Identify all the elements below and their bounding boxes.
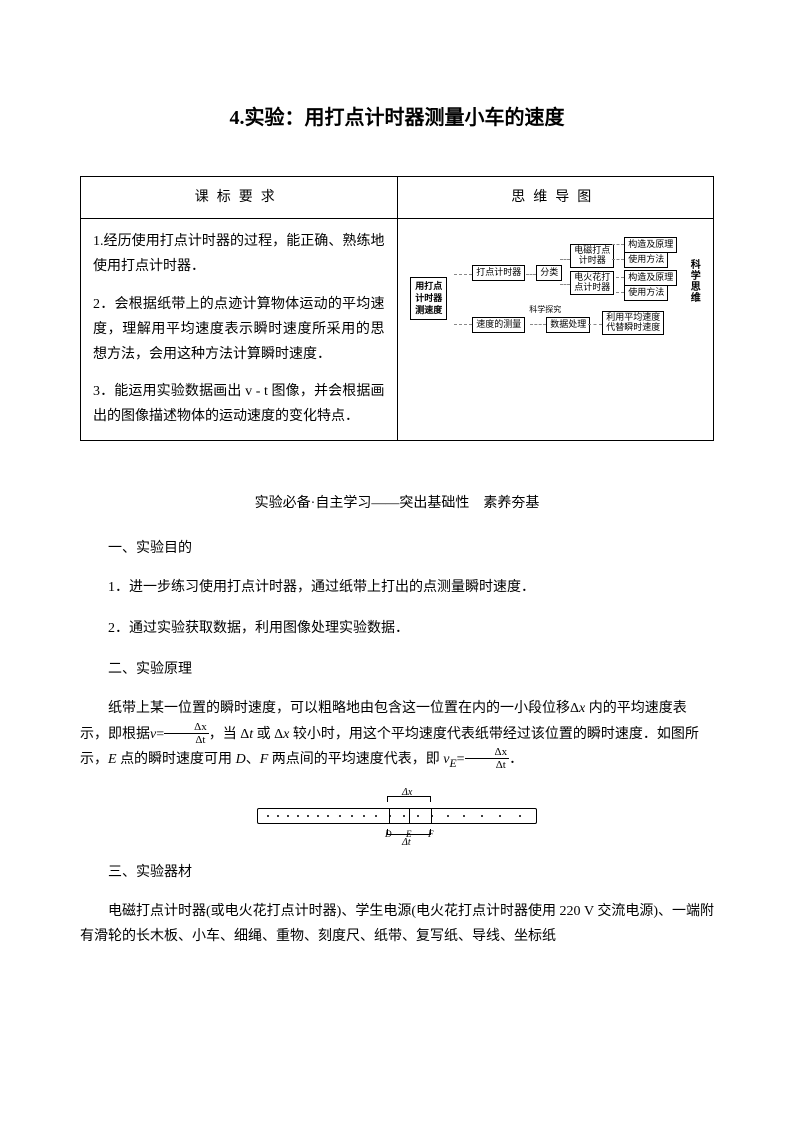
sec2-principle: 纸带上某一位置的瞬时速度，可以粗略地由包含这一位置在内的一小段位移Δx 内的平均… bbox=[80, 696, 714, 773]
frac-den: Δt bbox=[164, 734, 209, 746]
requirement-3: 3．能运用实验数据画出 v - t 图像，并会根据画出的图像描述物体的运动速度的… bbox=[93, 379, 385, 429]
mm-root-l1: 用打点 bbox=[415, 281, 442, 291]
tape-tick bbox=[431, 808, 432, 824]
tape-dx-label: Δx bbox=[402, 784, 412, 802]
tape-tick bbox=[389, 808, 390, 824]
standards-table: 课标要求 思维导图 1.经历使用打点计时器的过程，能正确、熟练地使用打点计时器．… bbox=[80, 176, 714, 441]
mm-connector bbox=[560, 284, 570, 285]
sec1-p1: 1．进一步练习使用打点计时器，通过纸带上打出的点测量瞬时速度． bbox=[80, 575, 714, 600]
mm-root-l2: 计时器 bbox=[415, 293, 442, 303]
var-vE: vE bbox=[443, 752, 456, 767]
frac-den: Δt bbox=[465, 759, 510, 771]
t: 或 Δ bbox=[253, 727, 283, 742]
mm-connector bbox=[612, 259, 624, 260]
mm-root-l3: 测速度 bbox=[415, 305, 442, 315]
mm-timer: 打点计时器 bbox=[472, 265, 525, 281]
sec3-equipment: 电磁打点计时器(或电火花打点计时器)、学生电源(电火花打点计时器使用 220 V… bbox=[80, 899, 714, 949]
t: 点的瞬时速度可用 bbox=[117, 752, 236, 767]
fraction: ΔxΔt bbox=[164, 721, 209, 746]
tape-dots bbox=[263, 809, 531, 823]
tape-diagram: Δx D E F Δt bbox=[257, 790, 537, 840]
mm-class: 分类 bbox=[536, 265, 562, 281]
mm-measure: 速度的测量 bbox=[472, 317, 525, 333]
t: 纸带上某一位置的瞬时速度，可以粗略地由包含这一位置在内的一小段位移Δ bbox=[108, 701, 579, 716]
tape-dt-label: Δt bbox=[402, 834, 411, 852]
fraction: ΔxΔt bbox=[465, 746, 510, 771]
page-title: 4.实验：用打点计时器测量小车的速度 bbox=[80, 100, 714, 136]
mm-spark-l1: 电火花打 bbox=[574, 272, 610, 282]
mm-em-l2: 计时器 bbox=[579, 255, 606, 265]
mm-data: 数据处理 bbox=[546, 317, 590, 333]
mm-right-label: 科学思维 bbox=[684, 259, 702, 303]
mm-connector bbox=[588, 324, 602, 325]
requirements-cell: 1.经历使用打点计时器的过程，能正确、熟练地使用打点计时器． 2．会根据纸带上的… bbox=[81, 219, 398, 440]
requirement-1: 1.经历使用打点计时器的过程，能正确、熟练地使用打点计时器． bbox=[93, 229, 385, 279]
sec1-p2: 2．通过实验获取数据，利用图像处理实验数据． bbox=[80, 616, 714, 641]
mm-connector bbox=[616, 292, 624, 293]
var-F: F bbox=[260, 752, 269, 767]
table-header-left: 课标要求 bbox=[81, 177, 398, 219]
frac-num: Δx bbox=[465, 746, 510, 759]
mm-avg-l2: 代替瞬时速度 bbox=[606, 322, 660, 332]
mm-connector bbox=[616, 277, 624, 278]
var-D: D bbox=[236, 752, 246, 767]
mm-em-l1: 电磁打点 bbox=[574, 245, 610, 255]
table-header-right: 思维导图 bbox=[397, 177, 714, 219]
mm-connector bbox=[526, 274, 536, 275]
t: ，当 Δ bbox=[209, 727, 250, 742]
mm-connector bbox=[454, 324, 472, 325]
frac-num: Δx bbox=[164, 721, 209, 734]
var-v: v bbox=[150, 727, 156, 742]
t: 、 bbox=[246, 752, 260, 767]
mindmap-diagram: 用打点 计时器 测速度 打点计时器 速度的测量 分类 科学探究 数据处理 电磁打… bbox=[410, 229, 700, 359]
mm-spark: 电火花打 点计时器 bbox=[570, 271, 614, 295]
var-E: E bbox=[108, 752, 117, 767]
mm-avg-l1: 利用平均速度 bbox=[606, 312, 660, 322]
sec2-heading: 二、实验原理 bbox=[80, 657, 714, 682]
sec3-heading: 三、实验器材 bbox=[80, 860, 714, 885]
section-header: 实验必备·自主学习——突出基础性 素养夯基 bbox=[80, 491, 714, 516]
mindmap-cell: 用打点 计时器 测速度 打点计时器 速度的测量 分类 科学探究 数据处理 电磁打… bbox=[397, 219, 714, 440]
mm-struct-2: 构造及原理 bbox=[624, 270, 677, 286]
requirement-2: 2．会根据纸带上的点迹计算物体运动的平均速度，理解用平均速度表示瞬时速度所采用的… bbox=[93, 292, 385, 368]
mindmap-root: 用打点 计时器 测速度 bbox=[410, 277, 447, 320]
mm-connector bbox=[560, 259, 570, 260]
mm-connector bbox=[612, 244, 624, 245]
mm-em: 电磁打点 计时器 bbox=[570, 244, 614, 268]
mm-connector bbox=[530, 324, 546, 325]
mm-usage-1: 使用方法 bbox=[624, 252, 668, 268]
t: ． bbox=[509, 752, 523, 767]
tape-tick bbox=[409, 808, 410, 824]
sec1-heading: 一、实验目的 bbox=[80, 536, 714, 561]
mm-struct-1: 构造及原理 bbox=[624, 237, 677, 253]
mm-connector bbox=[454, 274, 472, 275]
mm-avg: 利用平均速度 代替瞬时速度 bbox=[602, 311, 664, 335]
mm-sci-label: 科学探究 bbox=[529, 303, 561, 317]
t: 两点间的平均速度代表，即 bbox=[268, 752, 443, 767]
mm-spark-l2: 点计时器 bbox=[574, 282, 610, 292]
mm-usage-2: 使用方法 bbox=[624, 285, 668, 301]
